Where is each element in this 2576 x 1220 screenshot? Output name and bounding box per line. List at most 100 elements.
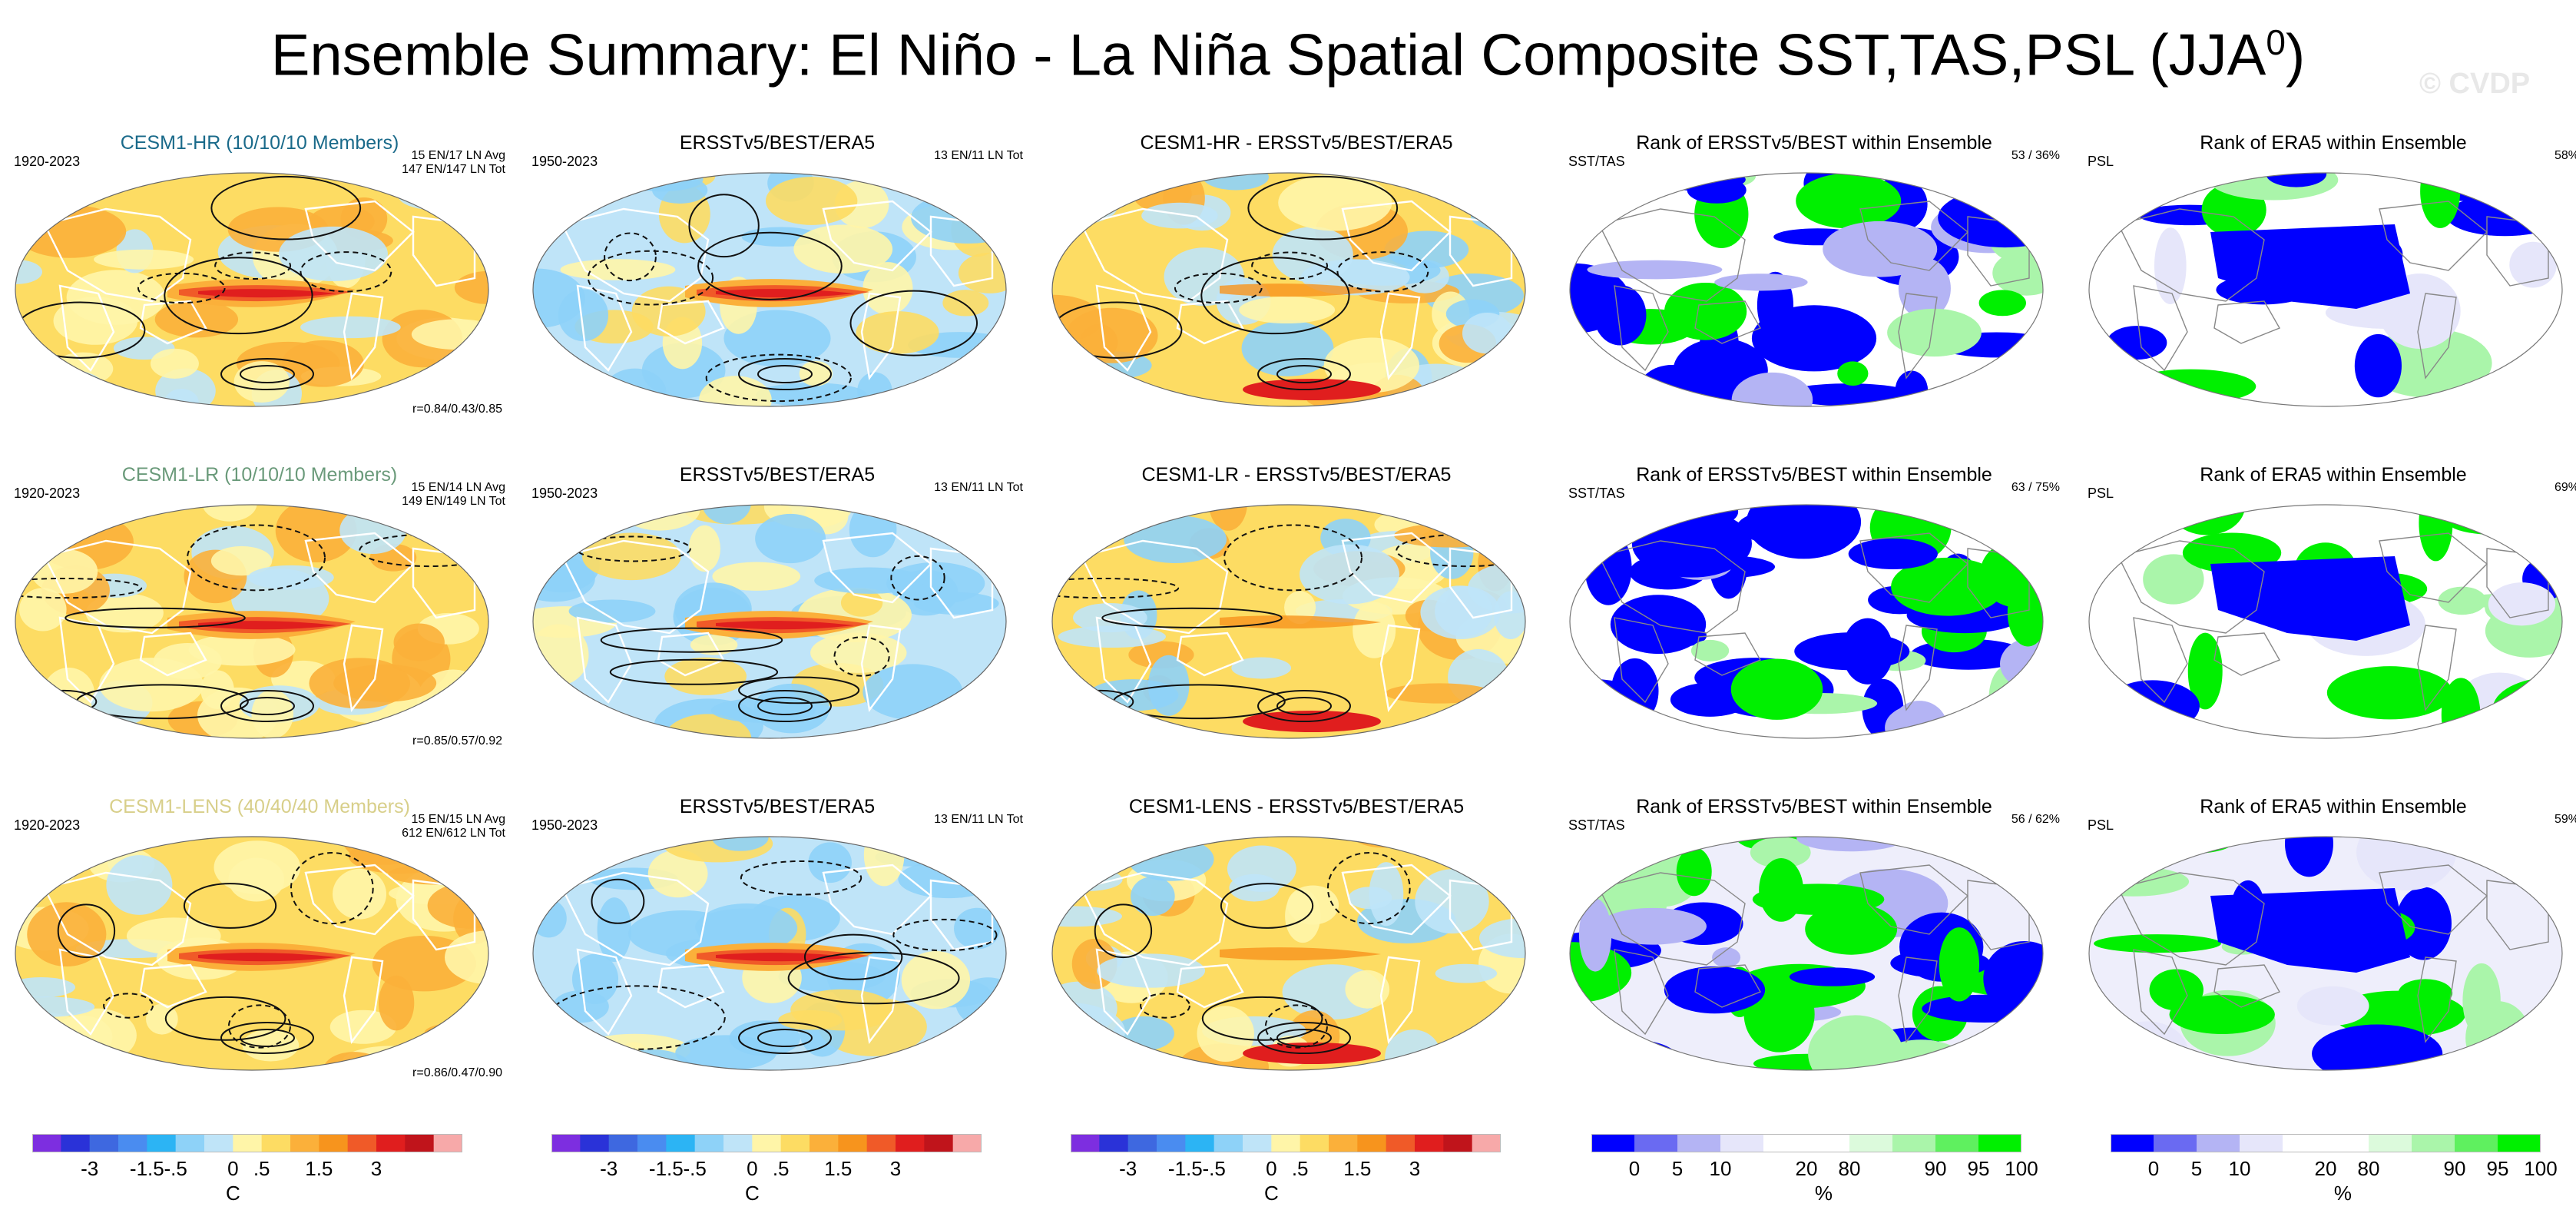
anomaly-patch xyxy=(581,532,681,581)
panel-row2-model: CESM1-LR (10/10/10 Members) 1920-2023 15 E… xyxy=(14,464,505,771)
continent-outline xyxy=(1379,624,1421,712)
colorbar-swatch xyxy=(637,1134,667,1152)
panel-title: ERSSTv5/BEST/ERA5 xyxy=(679,132,876,154)
colorbar-swatch xyxy=(1271,1134,1301,1152)
colorbar-swatch xyxy=(2111,1134,2154,1152)
anomaly-patch xyxy=(1127,837,1214,881)
anomaly-patch xyxy=(15,1038,74,1070)
rank-patch xyxy=(2419,505,2453,562)
colorbar-tick-label: 90 xyxy=(1924,1157,1947,1180)
colorbar-tick-label: 10 xyxy=(1709,1157,1732,1180)
colorbar-swatch xyxy=(838,1134,868,1152)
continent-outline xyxy=(58,284,115,372)
anomaly-patch xyxy=(1415,869,1489,934)
colorbar-swatch xyxy=(2455,1134,2498,1152)
variable-label: PSL xyxy=(2088,154,2114,169)
rank-patch xyxy=(1978,290,2026,317)
colorbar-swatches xyxy=(2111,1134,2541,1152)
psl-contour xyxy=(738,1022,832,1054)
rank-patch xyxy=(1676,847,1712,897)
rank-patch xyxy=(1848,538,1938,569)
anomaly-patch xyxy=(348,839,452,874)
rank-patch xyxy=(1570,173,1647,215)
obs-counts: 13 EN/11 LN Tot xyxy=(934,481,1023,495)
anomaly-patch xyxy=(913,592,999,615)
colorbar-unit: C xyxy=(744,1182,760,1205)
rank-patch xyxy=(2296,986,2369,1026)
anomaly-patch xyxy=(578,1033,691,1067)
colorbar-swatch xyxy=(780,1134,810,1152)
panel-title: CESM1-HR (10/10/10 Members) xyxy=(120,132,399,154)
map-border xyxy=(532,836,1007,1071)
continent-outline xyxy=(1898,625,1938,711)
continent-outline xyxy=(822,864,932,936)
psl-contour xyxy=(240,1029,295,1047)
panel-title: Rank of ERSSTv5/BEST within Ensemble xyxy=(1636,132,1992,154)
colorbar-swatch xyxy=(1157,1134,1186,1152)
map-model xyxy=(15,504,489,739)
colorbar-swatch xyxy=(347,1134,377,1152)
anomaly-patch xyxy=(29,837,82,885)
anomaly-patch xyxy=(398,181,472,211)
continent-outline xyxy=(343,624,384,712)
continent-outline xyxy=(2117,208,2265,302)
variable-label: PSL xyxy=(2088,817,2114,833)
anomaly-patch xyxy=(1197,1006,1255,1063)
continent-outline xyxy=(1095,948,1152,1036)
rank-patch xyxy=(1837,361,1869,386)
rank-patch xyxy=(2143,554,2204,605)
colorbar-tick-label: .5 xyxy=(1291,1157,1309,1180)
temperature-colorbar-1: -3 -1.5 -.5 0 .5 1.5 3 C xyxy=(32,1134,462,1218)
rank-patch xyxy=(2398,979,2453,1007)
anomaly-patch xyxy=(956,173,1006,205)
continent-outline xyxy=(860,956,902,1044)
colorbar-swatch xyxy=(376,1134,406,1152)
anomaly-patch xyxy=(699,376,772,406)
psl-contour xyxy=(164,257,313,335)
colorbar-swatch xyxy=(233,1134,263,1152)
psl-contour xyxy=(609,658,779,685)
panel-title: CESM1-HR - ERSSTv5/BEST/ERA5 xyxy=(1140,132,1453,154)
colorbar-tick-label: 5 xyxy=(2190,1157,2203,1180)
map-obs xyxy=(532,172,1007,407)
rank-patch xyxy=(1898,257,1951,320)
panel-row2-obs: ERSSTv5/BEST/ERA5 1950-2023 13 EN/11 LN To… xyxy=(531,464,1023,771)
anomaly-patch xyxy=(840,588,883,617)
psl-contour xyxy=(220,690,314,722)
colorbar-swatch xyxy=(666,1134,696,1152)
continent-outline xyxy=(1080,207,1229,303)
obs-total-count: 13 EN/11 LN Tot xyxy=(934,149,1023,162)
anomaly-patch xyxy=(150,348,199,379)
rank-patch xyxy=(1598,907,1707,945)
colorbar-tick-label: -.5 xyxy=(164,1157,187,1180)
colorbar-tick-label: 90 xyxy=(2443,1157,2466,1180)
map-model xyxy=(15,172,489,407)
anomaly-patch xyxy=(1124,516,1227,563)
colorbar-swatch xyxy=(1806,1134,1850,1152)
psl-contour xyxy=(1094,903,1153,959)
continent-outline xyxy=(2417,956,2457,1043)
year-range: 1950-2023 xyxy=(531,486,598,501)
anomaly-patch xyxy=(378,975,415,1031)
psl-contour xyxy=(600,627,783,653)
continent-outline xyxy=(561,871,710,966)
panel-row2-diff: CESM1-LR - ERSSTv5/BEST/ERA5 xyxy=(1051,464,1542,771)
colorbar-swatch xyxy=(1386,1134,1415,1152)
continent-outline xyxy=(2417,293,2457,380)
colorbar-swatch xyxy=(1300,1134,1329,1152)
continent-outline xyxy=(2117,872,2265,966)
psl-contour xyxy=(1220,883,1314,929)
map-border xyxy=(532,504,1007,739)
colorbar-swatch xyxy=(89,1134,119,1152)
anomaly-patch xyxy=(799,360,833,386)
psl-contour xyxy=(210,175,362,240)
panel-row1-rank2: Rank of ERA5 within Ensemble PSL 58% xyxy=(2088,132,2576,439)
map-diff xyxy=(1051,172,1526,407)
year-range: 1920-2023 xyxy=(14,486,81,501)
map-diff xyxy=(1051,836,1526,1071)
colorbar-tick-label: -1.5 xyxy=(1167,1157,1203,1180)
rank-percent: 56 / 62% xyxy=(2011,813,2060,826)
continent-outline xyxy=(1379,292,1421,380)
rank-patch xyxy=(1990,837,2038,883)
rank-patch xyxy=(1584,530,1632,605)
